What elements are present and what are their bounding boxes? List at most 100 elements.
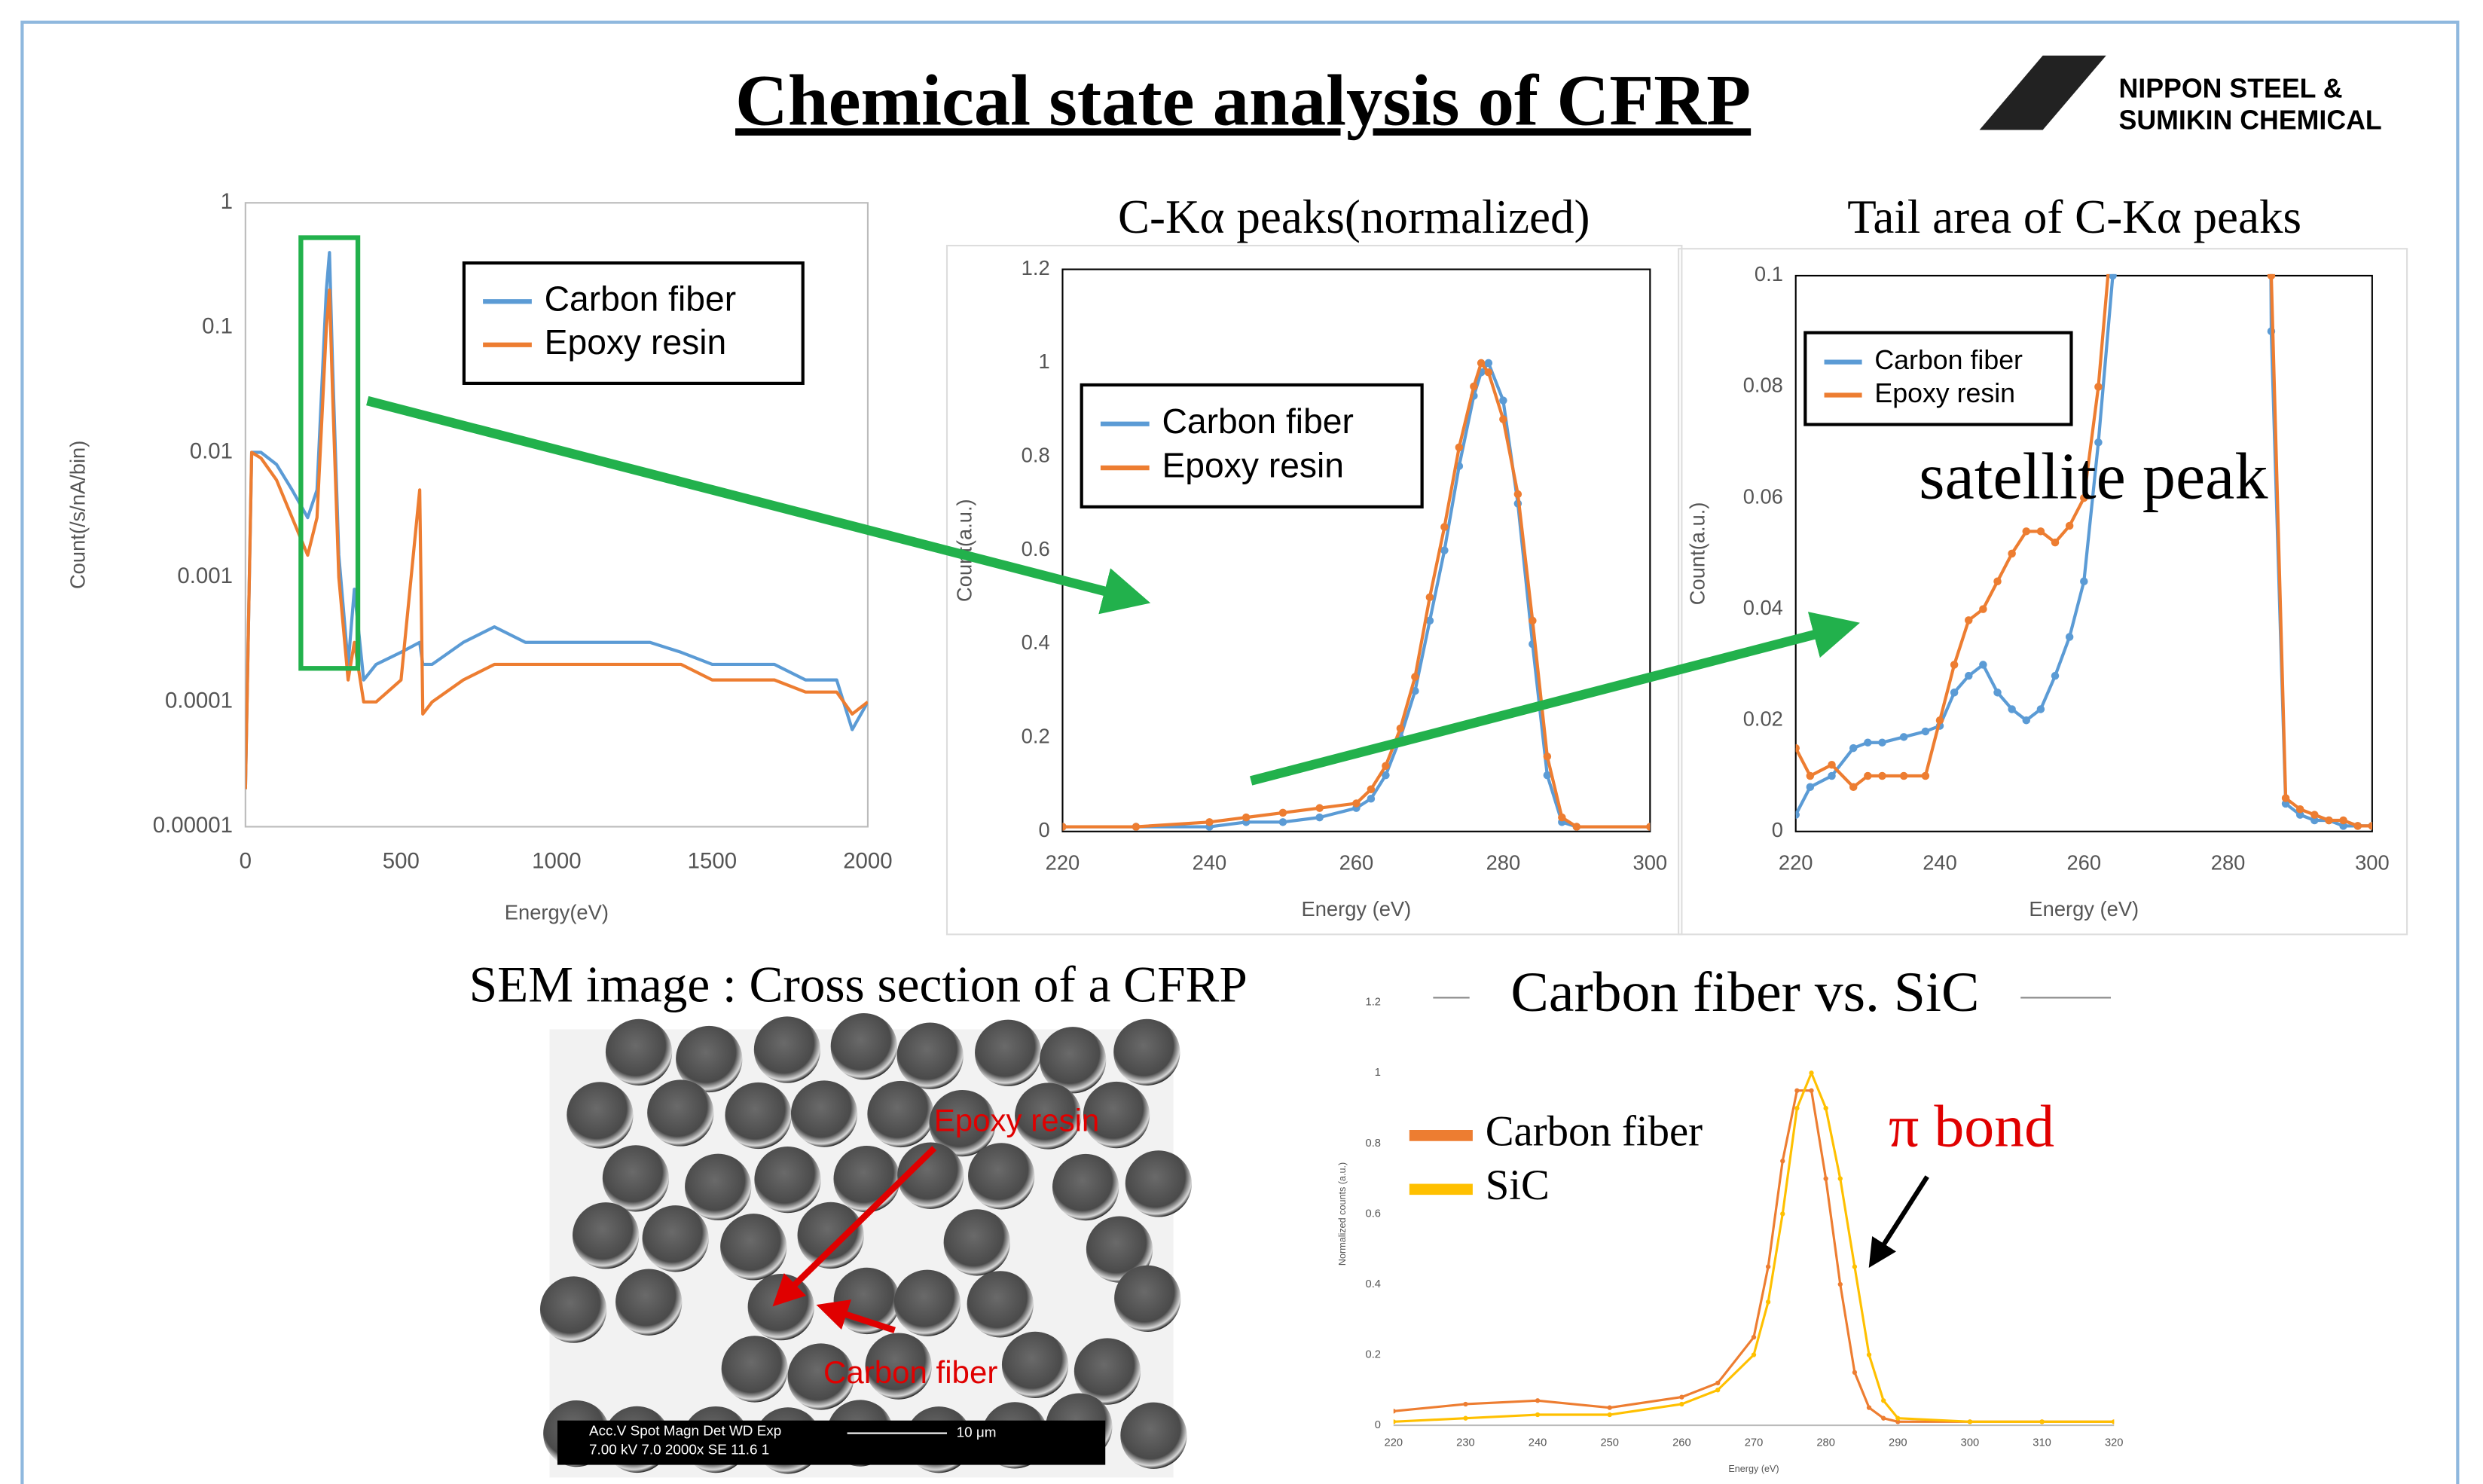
sem-fiber bbox=[647, 1079, 714, 1147]
plot-frame bbox=[1061, 268, 1651, 832]
y-tick-label: 0.06 bbox=[1743, 484, 1783, 508]
sem-fiber bbox=[1113, 1018, 1180, 1086]
y-tick-label: 0.00001 bbox=[153, 813, 233, 838]
sem-fiber bbox=[867, 1080, 934, 1148]
sem-fiber bbox=[929, 1089, 996, 1157]
sem-fiber bbox=[725, 1082, 792, 1150]
y-axis-title: Count(/s/nA/bin) bbox=[66, 441, 89, 589]
x-tick-label: 240 bbox=[1193, 851, 1227, 875]
plot-frame bbox=[244, 202, 869, 828]
sem-label: Epoxy resin bbox=[934, 1103, 1100, 1138]
sem-fiber bbox=[893, 1269, 961, 1336]
chart: 0 0.2 0.4 0.6 0.8 1 1.2 220 230 240 250 260 270 280 29… bbox=[1337, 961, 2124, 1474]
legend-label: Epoxy resin bbox=[1874, 378, 2015, 408]
x-axis-title: Energy (eV) bbox=[2029, 897, 2139, 921]
arrow bbox=[1868, 1175, 1929, 1269]
sem-fiber bbox=[897, 1142, 964, 1209]
legend-label: SiC bbox=[1486, 1162, 1550, 1209]
series-line bbox=[245, 288, 868, 789]
sem-fiber bbox=[1114, 1265, 1181, 1333]
y-tick-label: 1 bbox=[1375, 1067, 1381, 1079]
sem-fiber bbox=[605, 1018, 673, 1086]
x-tick-label: 260 bbox=[1339, 851, 1374, 875]
arrow bbox=[816, 1299, 896, 1333]
legend-label: Epoxy resin bbox=[545, 322, 727, 362]
chart-title: Carbon fiber vs. SiC bbox=[1510, 961, 1979, 1024]
x-tick-label: 260 bbox=[2066, 851, 2101, 875]
y-tick-label: 0.2 bbox=[1022, 725, 1050, 748]
slide-border bbox=[20, 20, 2460, 1484]
y-tick-label: 0.04 bbox=[1743, 596, 1783, 619]
logo-text: SUMIKIN CHEMICAL bbox=[2119, 105, 2382, 135]
x-axis-title: Energy (eV) bbox=[1302, 897, 1412, 921]
x-tick-label: 260 bbox=[1672, 1437, 1691, 1449]
legend-label: Carbon fiber bbox=[1874, 345, 2023, 375]
annotation: π bond bbox=[1889, 1093, 2054, 1159]
y-tick-label: 1.2 bbox=[1022, 256, 1050, 279]
y-tick-label: 1 bbox=[221, 189, 233, 214]
sem-fiber bbox=[797, 1202, 864, 1269]
y-tick-label: 0.8 bbox=[1366, 1137, 1381, 1150]
sem-fiber bbox=[539, 1276, 607, 1343]
y-tick-label: 0.4 bbox=[1366, 1278, 1381, 1290]
sem-fiber bbox=[567, 1082, 634, 1149]
x-tick-label: 280 bbox=[2211, 851, 2246, 875]
x-axis-title: Energy(eV) bbox=[505, 900, 609, 924]
legend-box bbox=[462, 261, 805, 385]
arrow bbox=[1250, 612, 1860, 786]
sem-fiber bbox=[747, 1274, 814, 1341]
y-tick-label: 0.001 bbox=[177, 563, 233, 588]
sem-fiber bbox=[787, 1343, 854, 1410]
y-tick-label: 0.4 bbox=[1022, 631, 1050, 654]
sem-fiber bbox=[572, 1202, 640, 1269]
y-tick-label: 0.6 bbox=[1366, 1208, 1381, 1220]
sem-fiber bbox=[896, 1022, 964, 1089]
x-tick-label: 2000 bbox=[843, 848, 892, 873]
y-tick-label: 0.1 bbox=[202, 314, 233, 339]
panel-border bbox=[1678, 248, 2408, 936]
arrow bbox=[366, 395, 1151, 615]
sem-fiber bbox=[968, 1143, 1035, 1210]
sem-fiber bbox=[1001, 1331, 1069, 1399]
y-tick-label: 0.1 bbox=[1755, 262, 1783, 286]
sem-fiber bbox=[975, 1019, 1042, 1086]
x-tick-label: 0 bbox=[240, 848, 252, 873]
x-tick-label: 300 bbox=[2355, 851, 2390, 875]
legend-label: Epoxy resin bbox=[1162, 445, 1344, 484]
logo-text: NIPPON STEEL & bbox=[2119, 73, 2343, 103]
x-tick-label: 230 bbox=[1456, 1437, 1475, 1449]
x-tick-label: 280 bbox=[1486, 851, 1521, 875]
x-axis-title: Energy (eV) bbox=[1728, 1464, 1779, 1474]
x-tick-label: 250 bbox=[1600, 1437, 1619, 1449]
sem-fiber bbox=[602, 1145, 670, 1212]
sem-fiber bbox=[1125, 1150, 1193, 1217]
sem-panel: SEM image : Cross section of a CFRP Acc.… bbox=[469, 956, 1248, 1478]
sem-fiber bbox=[865, 1333, 932, 1400]
highlight-box bbox=[298, 235, 361, 671]
y-axis-title: Count(a.u.) bbox=[1686, 502, 1709, 606]
y-tick-label: 1 bbox=[1038, 350, 1049, 373]
chart-title: C-Kα peaks(normalized) bbox=[1118, 191, 1590, 243]
sem-fiber bbox=[1039, 1027, 1107, 1094]
annotation: satellite peak bbox=[1919, 440, 2268, 514]
sem-fiber bbox=[642, 1205, 709, 1272]
legend-label: Carbon fiber bbox=[1162, 402, 1353, 441]
x-tick-label: 300 bbox=[1961, 1437, 1980, 1449]
sem-fiber bbox=[943, 1209, 1010, 1276]
x-tick-label: 240 bbox=[1923, 851, 1957, 875]
sem-fiber bbox=[1120, 1402, 1187, 1469]
sem-fiber bbox=[754, 1146, 821, 1214]
x-tick-label: 310 bbox=[2033, 1437, 2051, 1449]
y-tick-label: 0 bbox=[1375, 1419, 1381, 1431]
x-tick-label: 1000 bbox=[532, 848, 581, 873]
sem-fiber bbox=[1074, 1338, 1141, 1405]
x-tick-label: 270 bbox=[1745, 1437, 1764, 1449]
x-tick-label: 240 bbox=[1529, 1437, 1547, 1449]
y-tick-label: 0.02 bbox=[1743, 707, 1783, 730]
y-tick-label: 0.6 bbox=[1022, 537, 1050, 560]
sem-infobar bbox=[557, 1420, 1106, 1465]
sem-info: 7.00 kV 7.0 2000x SE 11.6 1 bbox=[589, 1443, 769, 1458]
series-line bbox=[1795, 273, 2372, 830]
